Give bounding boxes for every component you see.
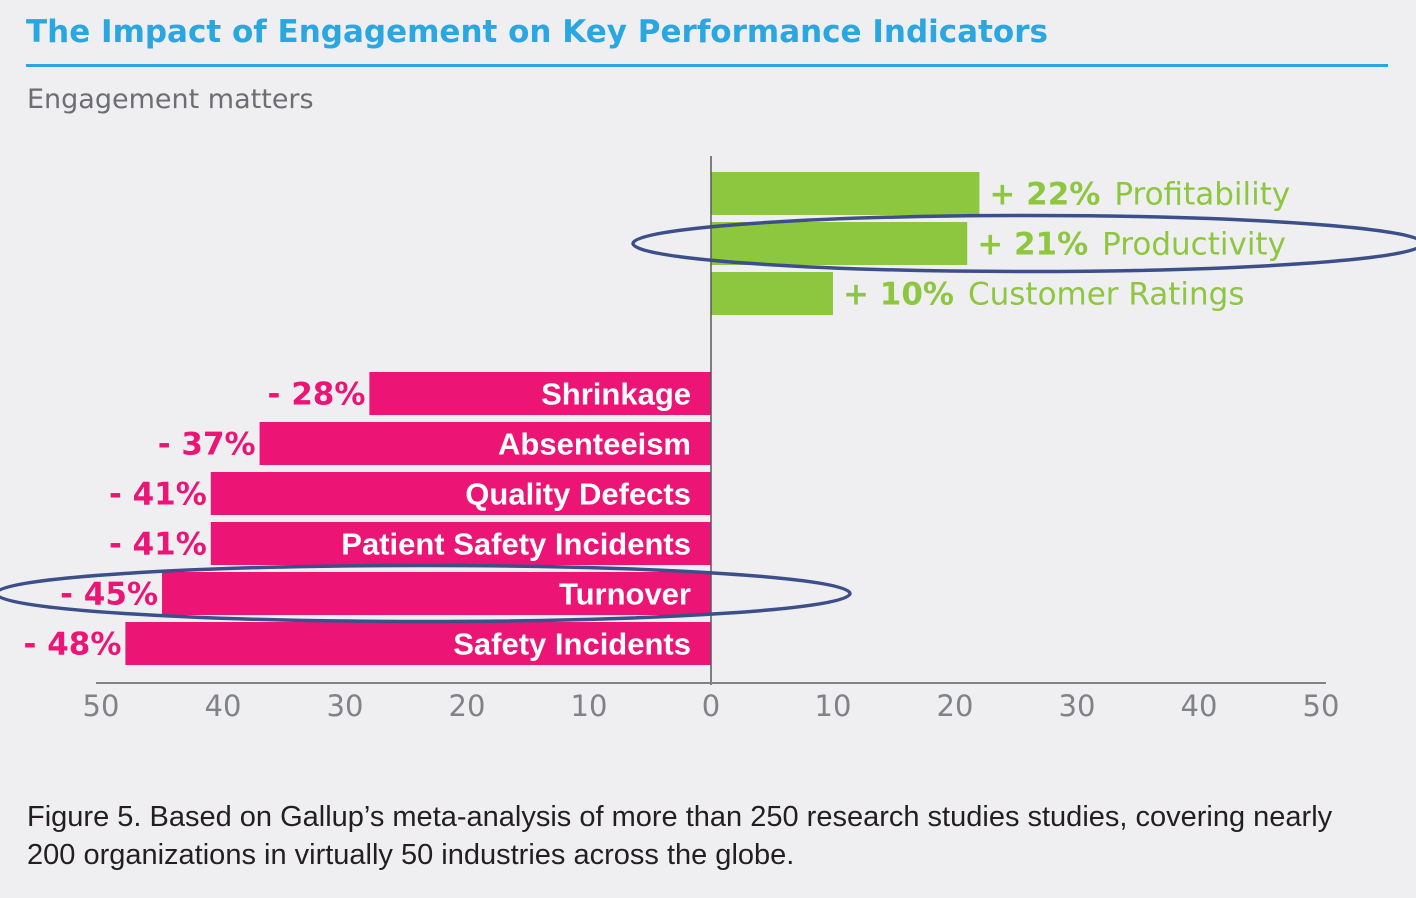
category-label: Shrinkage xyxy=(541,377,691,412)
bar xyxy=(711,172,980,215)
category-label: Safety Incidents xyxy=(453,627,691,662)
x-tick-label: 40 xyxy=(1181,689,1218,723)
data-label: - 41% xyxy=(109,527,207,563)
category-label: Turnover xyxy=(559,577,691,612)
page-title: The Impact of Engagement on Key Performa… xyxy=(26,14,1048,50)
category-label: Absenteeism xyxy=(498,427,691,462)
x-tick-label: 50 xyxy=(1303,689,1340,723)
data-label: - 45% xyxy=(60,577,158,613)
data-label: - 41% xyxy=(109,477,207,513)
x-tick-label: 30 xyxy=(1059,689,1096,723)
data-label: - 48% xyxy=(24,627,122,663)
category-label: + 21% Productivity xyxy=(977,227,1286,263)
category-label: Quality Defects xyxy=(465,477,691,512)
category-label: Patient Safety Incidents xyxy=(341,527,691,562)
highlight-ellipse xyxy=(631,213,1416,274)
x-tick-label: 10 xyxy=(815,689,852,723)
x-tick-label: 30 xyxy=(327,689,364,723)
data-label: - 28% xyxy=(268,377,366,413)
bar xyxy=(259,422,711,465)
x-tick-label: 10 xyxy=(571,689,608,723)
kpi-diverging-bar-chart: + 22% Profitability + 21% Productivity + 10%… xyxy=(0,156,1416,723)
x-tick-label: 0 xyxy=(702,689,720,723)
bar xyxy=(162,572,711,615)
bar xyxy=(125,622,711,665)
category-label: + 22% Profitability xyxy=(989,177,1290,213)
subtitle: Engagement matters xyxy=(27,84,314,115)
bar xyxy=(711,222,968,265)
figure-caption: Figure 5. Based on Gallup’s meta-analysi… xyxy=(27,801,1333,871)
bar xyxy=(711,272,833,315)
highlight-ellipse xyxy=(0,563,852,624)
bar xyxy=(210,522,712,565)
bar xyxy=(210,472,712,515)
x-tick-label: 40 xyxy=(205,689,242,723)
title-divider xyxy=(26,64,1388,67)
x-tick-label: 20 xyxy=(937,689,974,723)
x-tick-label: 50 xyxy=(83,689,120,723)
data-label: - 37% xyxy=(158,427,256,463)
bar xyxy=(369,372,711,415)
x-tick-label: 20 xyxy=(449,689,486,723)
category-label: + 10% Customer Ratings xyxy=(843,277,1245,313)
